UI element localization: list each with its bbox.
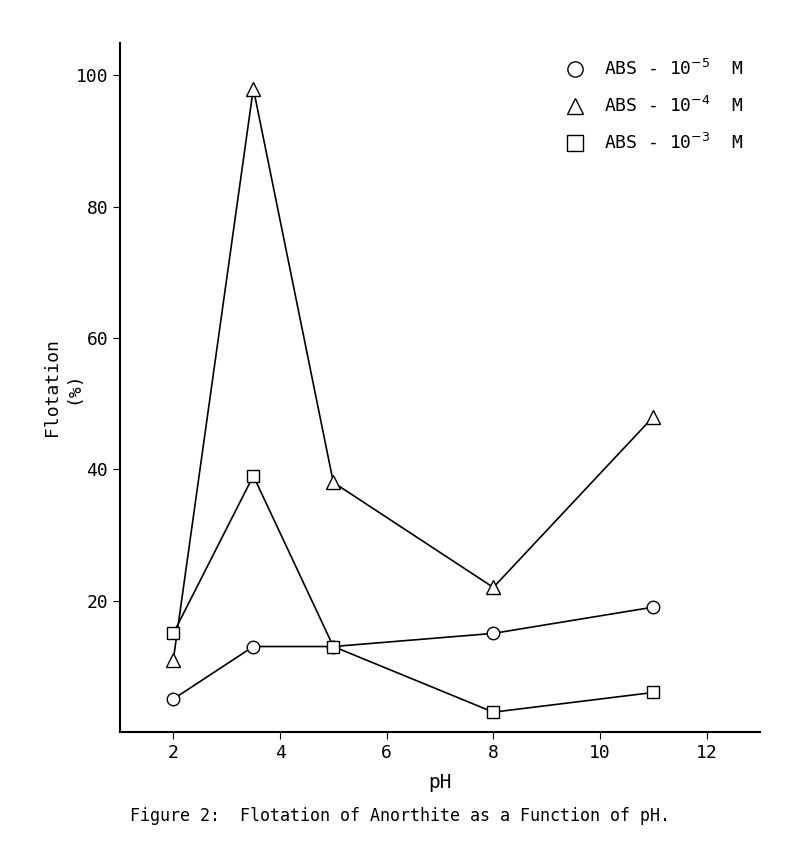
Text: Flotation
(%): Flotation (%)	[43, 338, 82, 437]
Text: Figure 2:  Flotation of Anorthite as a Function of pH.: Figure 2: Flotation of Anorthite as a Fu…	[130, 808, 670, 825]
Legend: ABS - 10$^{-5}$  M, ABS - 10$^{-4}$  M, ABS - 10$^{-3}$  M: ABS - 10$^{-5}$ M, ABS - 10$^{-4}$ M, AB…	[558, 51, 752, 161]
X-axis label: pH: pH	[428, 773, 452, 791]
